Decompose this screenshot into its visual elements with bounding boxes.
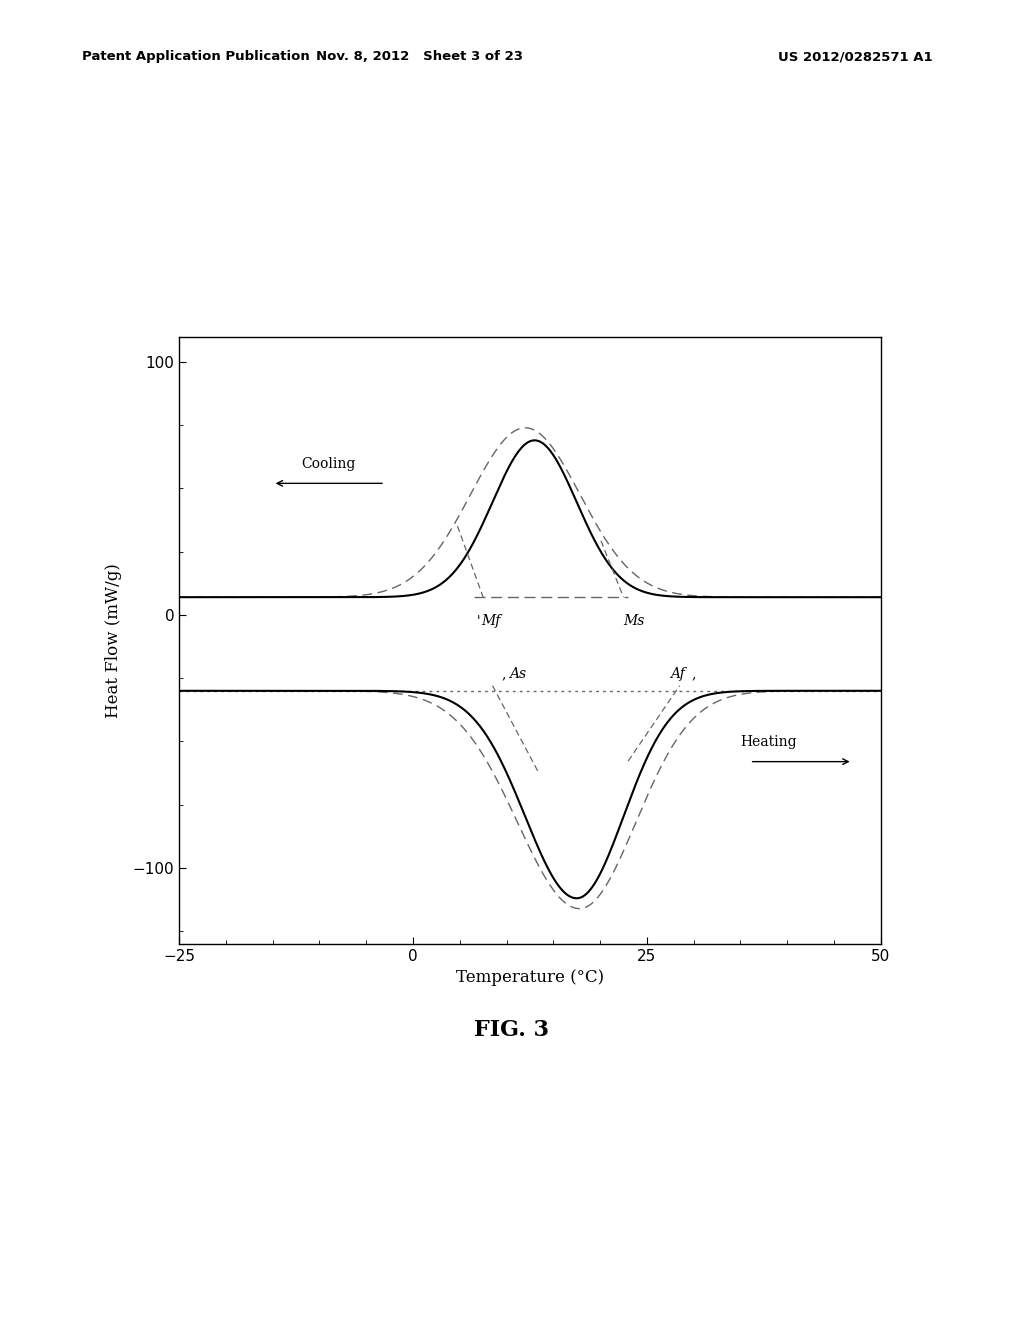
Text: As: As — [509, 667, 526, 681]
Text: US 2012/0282571 A1: US 2012/0282571 A1 — [778, 50, 933, 63]
X-axis label: Temperature (°C): Temperature (°C) — [456, 969, 604, 986]
Text: Af: Af — [671, 667, 685, 681]
Text: FIG. 3: FIG. 3 — [474, 1019, 550, 1041]
Text: Ms: Ms — [624, 614, 645, 628]
Text: ': ' — [476, 615, 480, 628]
Y-axis label: Heat Flow (mW/g): Heat Flow (mW/g) — [104, 562, 122, 718]
Text: ,: , — [692, 667, 696, 681]
Text: ,: , — [502, 667, 506, 681]
Text: Cooling: Cooling — [301, 457, 355, 471]
Text: Heating: Heating — [740, 735, 797, 750]
Text: Nov. 8, 2012   Sheet 3 of 23: Nov. 8, 2012 Sheet 3 of 23 — [316, 50, 523, 63]
Text: Patent Application Publication: Patent Application Publication — [82, 50, 309, 63]
Text: Mf: Mf — [481, 614, 501, 628]
